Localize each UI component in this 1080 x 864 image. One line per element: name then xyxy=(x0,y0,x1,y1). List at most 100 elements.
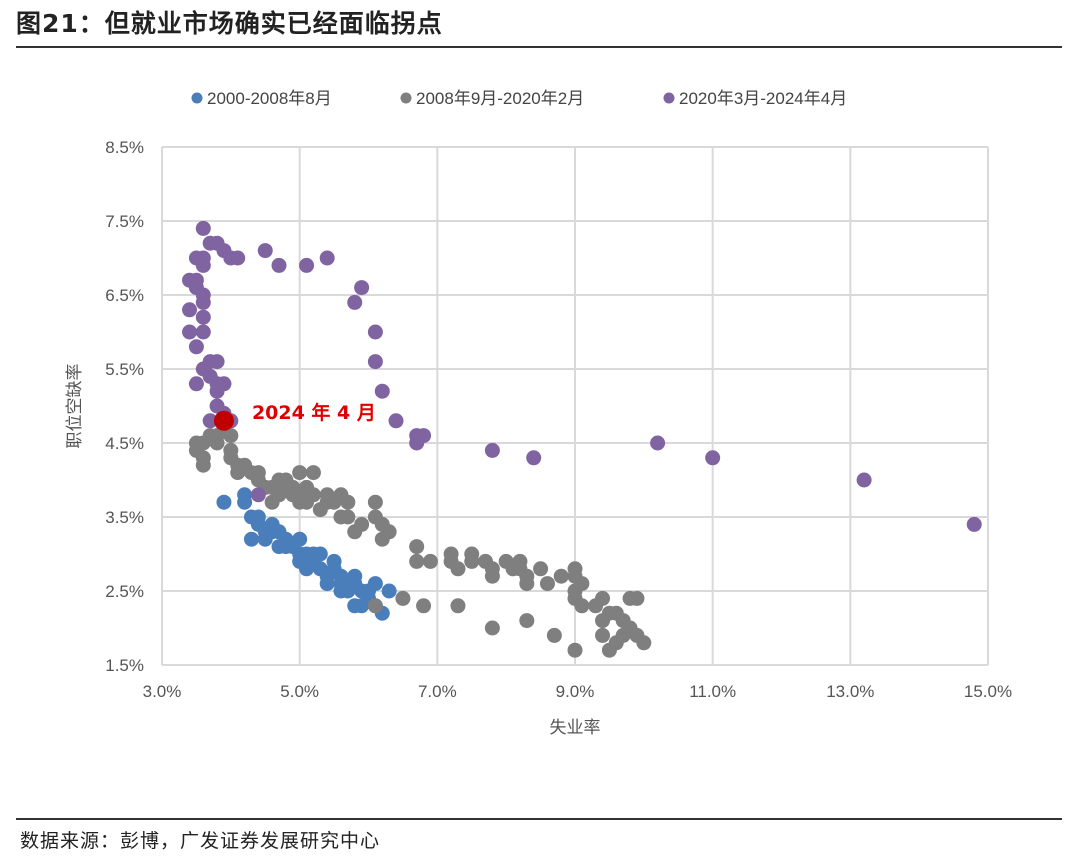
series-2-point xyxy=(395,590,411,606)
series-2-point xyxy=(340,494,356,510)
series-1-point xyxy=(347,568,363,584)
x-tick-label: 7.0% xyxy=(418,682,457,701)
series-2-point xyxy=(546,627,562,643)
series-3-point xyxy=(319,250,335,266)
series-2-point xyxy=(195,450,211,466)
series-1-point xyxy=(333,576,349,592)
series-3-point xyxy=(484,442,500,458)
series-1-point xyxy=(278,539,294,555)
series-3-point xyxy=(188,376,204,392)
series-3-point xyxy=(650,435,666,451)
source-note: 数据来源：彭博，广发证券发展研究中心 xyxy=(20,830,381,852)
legend-marker-2 xyxy=(400,92,412,104)
chart-legend: 2000-2008年8月 2008年9月-2020年2月 2020年3月-2024年… xyxy=(191,89,847,108)
series-2-point xyxy=(416,598,432,614)
series-2-point xyxy=(595,627,611,643)
x-tick-label: 3.0% xyxy=(143,682,182,701)
source-divider xyxy=(16,818,1062,820)
y-tick-label: 7.5% xyxy=(105,212,144,231)
y-tick-label: 3.5% xyxy=(105,508,144,527)
series-2-point xyxy=(340,509,356,525)
y-axis-ticks: 1.5% 2.5% 3.5% 4.5% 5.5% 6.5% 7.5% 8.5% xyxy=(105,138,144,675)
scatter-chart: 3.0% 5.0% 7.0% 9.0% 11.0% 13.0% 15.0% 1.5% 2.5%… xyxy=(65,89,1012,738)
series-2-point xyxy=(464,553,480,569)
y-tick-label: 2.5% xyxy=(105,582,144,601)
series-3-point xyxy=(367,324,383,340)
x-tick-label: 11.0% xyxy=(689,682,736,701)
legend-label-1: 2000-2008年8月 xyxy=(207,89,332,108)
legend-marker-3 xyxy=(663,92,675,104)
series-2-point xyxy=(305,487,321,503)
series-3-point xyxy=(182,324,198,340)
series-1-point xyxy=(326,553,342,569)
legend-marker-1 xyxy=(191,92,203,104)
series-3-point xyxy=(202,413,218,429)
series-2-point xyxy=(409,553,425,569)
series-2-point xyxy=(264,494,280,510)
x-tick-label: 15.0% xyxy=(964,682,1012,701)
x-tick-label: 9.0% xyxy=(556,682,595,701)
series-2-point xyxy=(292,465,308,481)
series-3-point xyxy=(705,450,721,466)
series-1-point xyxy=(216,494,232,510)
y-tick-label: 6.5% xyxy=(105,286,144,305)
series-1-point xyxy=(250,509,266,525)
x-tick-label: 5.0% xyxy=(280,682,319,701)
y-tick-label: 1.5% xyxy=(105,656,144,675)
series-3-point xyxy=(409,435,425,451)
series-3-point xyxy=(195,257,211,273)
highlight-label: 2024 年 4 月 xyxy=(252,401,376,424)
series-3-point xyxy=(250,487,266,503)
legend-label-3: 2020年3月-2024年4月 xyxy=(679,89,847,108)
series-3-point xyxy=(182,302,198,318)
series-2-point xyxy=(319,494,335,510)
series-2-point xyxy=(533,561,549,577)
series-2-point xyxy=(574,576,590,592)
series-3-point xyxy=(195,309,211,325)
series-3-point xyxy=(367,354,383,370)
y-tick-label: 8.5% xyxy=(105,138,144,157)
series-2-point xyxy=(209,435,225,451)
series-3-point xyxy=(257,243,273,259)
series-2-point xyxy=(553,568,569,584)
series-1-point xyxy=(237,487,253,503)
series-2-point xyxy=(519,576,535,592)
series-2-point xyxy=(595,590,611,606)
series-1-point xyxy=(312,546,328,562)
series-2-point xyxy=(450,561,466,577)
highlight-point xyxy=(213,410,234,431)
series-2-point xyxy=(381,524,397,540)
series-2-point xyxy=(250,465,266,481)
chart-grid xyxy=(161,146,989,666)
series-2-point xyxy=(574,598,590,614)
x-axis-ticks: 3.0% 5.0% 7.0% 9.0% 11.0% 13.0% 15.0% xyxy=(143,682,1012,701)
series-1-point xyxy=(347,598,363,614)
y-tick-label: 4.5% xyxy=(105,434,144,453)
series-3-point xyxy=(271,257,287,273)
series-2-point xyxy=(223,428,239,444)
series-3-point xyxy=(195,324,211,340)
series-2-point xyxy=(367,598,383,614)
series-3-point xyxy=(209,383,225,399)
series-2-point xyxy=(629,590,645,606)
series-1-point xyxy=(367,576,383,592)
series-2-point xyxy=(484,568,500,584)
series-2-point xyxy=(354,516,370,532)
series-3-point xyxy=(966,516,982,532)
series-2-point xyxy=(539,576,555,592)
series-1-point xyxy=(292,531,308,547)
series-1-point xyxy=(264,516,280,532)
y-axis-title: 职位空缺率 xyxy=(65,364,85,449)
legend-label-2: 2008年9月-2020年2月 xyxy=(416,89,584,108)
series-2-point xyxy=(519,613,535,629)
x-tick-label: 13.0% xyxy=(826,682,874,701)
series-3-point xyxy=(526,450,542,466)
series-2-point xyxy=(567,642,583,658)
series-2-point xyxy=(292,494,308,510)
series-3-point xyxy=(354,280,370,296)
series-3-point xyxy=(195,220,211,236)
series-3-point xyxy=(374,383,390,399)
series-2-point xyxy=(422,553,438,569)
series-1-point xyxy=(319,576,335,592)
series-3-point xyxy=(209,354,225,370)
